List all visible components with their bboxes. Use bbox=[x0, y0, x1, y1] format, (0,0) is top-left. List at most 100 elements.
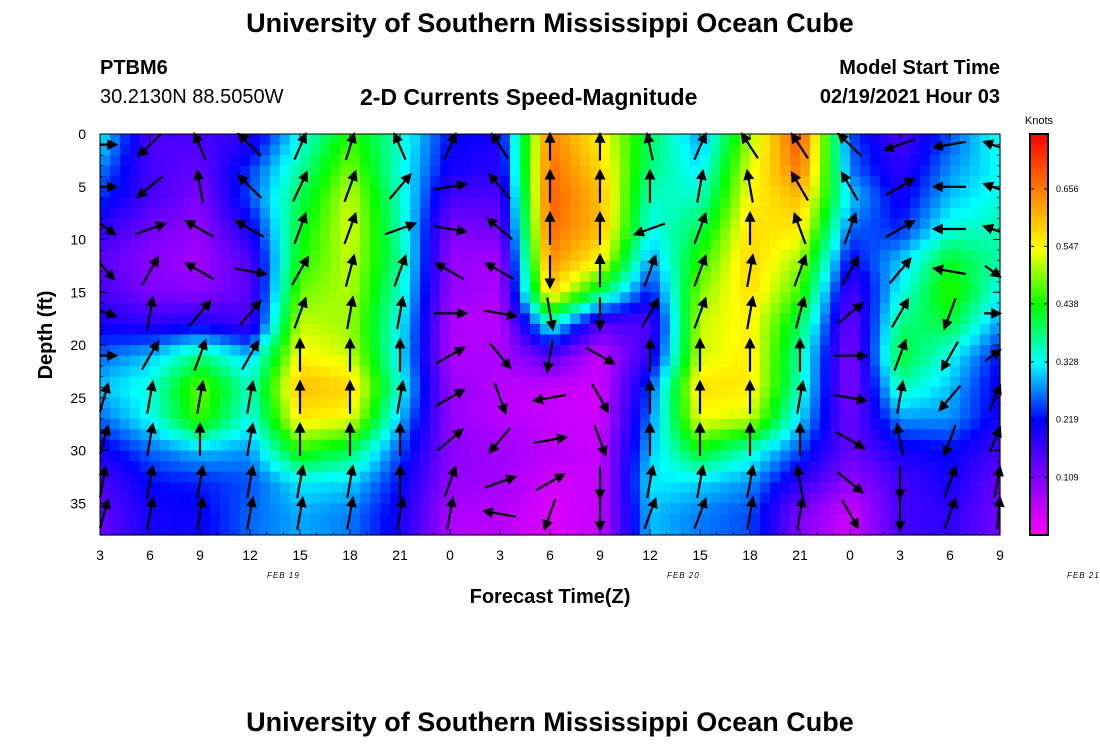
heatmap-cell bbox=[220, 345, 231, 357]
heatmap-cell bbox=[240, 366, 251, 378]
heatmap-cell bbox=[690, 492, 701, 504]
heatmap-cell bbox=[170, 250, 181, 262]
heatmap-cell bbox=[410, 186, 421, 198]
heatmap-cell bbox=[860, 524, 871, 536]
heatmap-cell bbox=[100, 197, 111, 209]
heatmap-cell bbox=[280, 292, 291, 304]
heatmap-cell bbox=[230, 186, 241, 198]
heatmap-cell bbox=[240, 197, 251, 209]
current-vector-arrow bbox=[793, 254, 808, 287]
x-date-label: FEB 19 bbox=[267, 571, 300, 580]
heatmap-cell bbox=[730, 366, 741, 378]
heatmap-cell bbox=[830, 313, 841, 325]
heatmap-cell bbox=[650, 155, 661, 167]
heatmap-cell bbox=[440, 492, 451, 504]
heatmap-cell bbox=[280, 418, 291, 431]
heatmap-cell bbox=[420, 418, 431, 431]
heatmap-cell bbox=[870, 323, 881, 336]
heatmap-cell bbox=[200, 155, 211, 167]
heatmap-cell bbox=[680, 450, 691, 462]
heatmap-cell bbox=[410, 165, 421, 177]
heatmap-cell bbox=[880, 503, 891, 515]
heatmap-cell bbox=[300, 503, 311, 515]
heatmap-cell bbox=[350, 260, 361, 272]
heatmap-cell bbox=[220, 165, 231, 177]
heatmap-cell bbox=[600, 271, 611, 283]
heatmap-cell bbox=[540, 440, 551, 452]
heatmap-cell bbox=[430, 197, 441, 209]
heatmap-cell bbox=[860, 355, 871, 367]
heatmap-cell bbox=[350, 429, 361, 441]
heatmap-cell bbox=[700, 323, 711, 336]
heatmap-cell bbox=[620, 271, 631, 283]
heatmap-cell bbox=[710, 513, 721, 526]
heatmap-cell bbox=[480, 186, 491, 198]
heatmap-cell bbox=[180, 397, 191, 409]
heatmap-cell bbox=[270, 482, 281, 494]
colorbar-tick-label: 0.219 bbox=[1056, 414, 1079, 424]
heatmap-cell bbox=[870, 461, 881, 473]
heatmap-cell bbox=[190, 292, 201, 304]
current-vector-arrow bbox=[443, 465, 458, 498]
heatmap-cell bbox=[130, 218, 141, 230]
heatmap-cell bbox=[940, 197, 951, 209]
y-axis-label: Depth (ft) bbox=[35, 291, 57, 380]
heatmap-cell bbox=[660, 155, 671, 167]
heatmap-cell bbox=[980, 482, 991, 494]
heatmap-cell bbox=[190, 376, 201, 388]
heatmap-cell bbox=[260, 429, 271, 441]
heatmap-cell bbox=[920, 524, 931, 536]
heatmap-cell bbox=[470, 260, 481, 272]
heatmap-cell bbox=[810, 397, 821, 409]
heatmap-cell bbox=[560, 186, 571, 198]
heatmap-cell bbox=[280, 366, 291, 378]
heatmap-cell bbox=[510, 323, 521, 336]
heatmap-cell bbox=[500, 176, 511, 188]
current-vector-arrow bbox=[234, 267, 268, 278]
heatmap-cell bbox=[900, 239, 911, 251]
heatmap-cell bbox=[130, 323, 141, 336]
heatmap-cell bbox=[740, 144, 751, 156]
current-vector-arrow bbox=[885, 177, 916, 196]
current-vector-arrow bbox=[984, 264, 1002, 279]
heatmap-cell bbox=[480, 524, 491, 536]
heatmap-cell bbox=[590, 450, 601, 462]
heatmap-cell bbox=[840, 461, 851, 473]
heatmap-cell bbox=[630, 271, 641, 283]
heatmap-cell bbox=[360, 176, 371, 188]
heatmap-cell bbox=[900, 155, 911, 167]
heatmap-cell bbox=[920, 429, 931, 441]
heatmap-cell bbox=[160, 260, 171, 272]
heatmap-cell bbox=[820, 387, 831, 399]
heatmap-cell bbox=[740, 176, 751, 188]
heatmap-cell bbox=[150, 503, 161, 515]
heatmap-cell bbox=[910, 134, 921, 146]
heatmap-cell bbox=[730, 239, 741, 251]
heatmap-cell bbox=[630, 186, 641, 198]
heatmap-cell bbox=[280, 387, 291, 399]
current-vector-arrow bbox=[434, 262, 465, 281]
heatmap-cell bbox=[710, 207, 721, 220]
heatmap-cell bbox=[500, 218, 511, 230]
heatmap-cell bbox=[230, 440, 241, 452]
heatmap-cell bbox=[920, 292, 931, 304]
heatmap-cell bbox=[340, 281, 351, 293]
heatmap-cell bbox=[540, 355, 551, 367]
heatmap-cell bbox=[880, 197, 891, 209]
heatmap-cell bbox=[500, 271, 511, 283]
heatmap-cell bbox=[610, 323, 621, 336]
heatmap-cell bbox=[140, 429, 151, 441]
heatmap-cell bbox=[750, 513, 761, 526]
heatmap-cell bbox=[340, 239, 351, 251]
heatmap-cell bbox=[240, 292, 251, 304]
current-vector-arrow bbox=[745, 253, 757, 288]
heatmap-cell bbox=[360, 207, 371, 220]
heatmap-cell bbox=[100, 397, 111, 409]
heatmap-cell bbox=[760, 440, 771, 452]
heatmap-cell bbox=[550, 250, 561, 262]
heatmap-cell bbox=[930, 482, 941, 494]
heatmap-cell bbox=[480, 292, 491, 304]
heatmap-cell bbox=[820, 292, 831, 304]
heatmap-cell bbox=[830, 513, 841, 526]
heatmap-cell bbox=[440, 197, 451, 209]
